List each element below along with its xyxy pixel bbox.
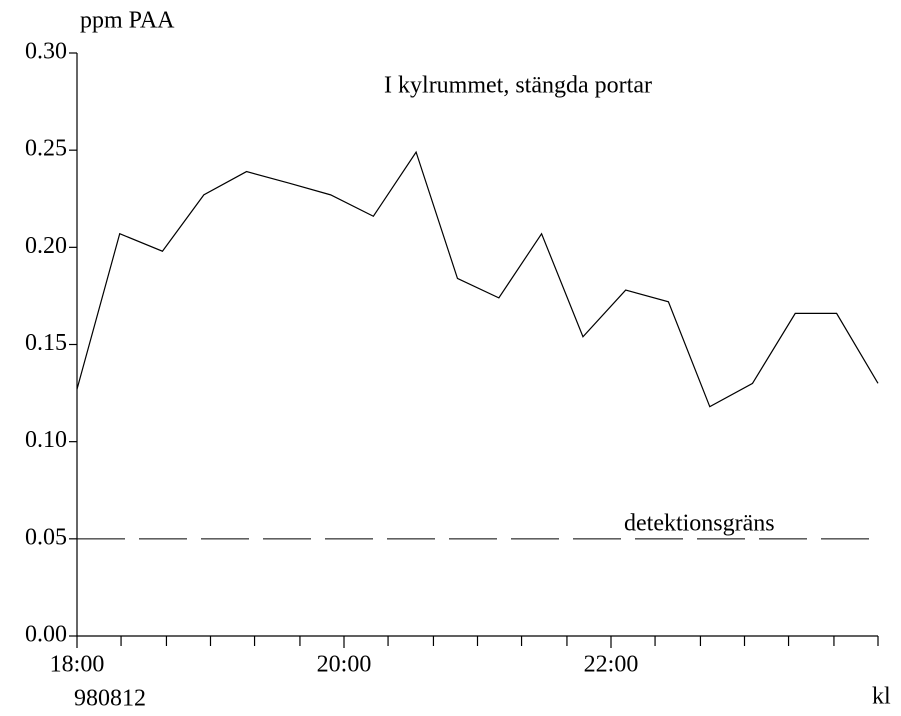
y-tick-label: 0.00 (25, 622, 67, 648)
data-line (76, 150, 879, 408)
y-tick-label: 0.15 (25, 330, 67, 356)
chart-title: I kylrummet, stängda portar (384, 73, 652, 99)
y-tick-label: 0.20 (25, 233, 67, 259)
x-tick-label: 22:00 (584, 652, 639, 678)
y-tick-label: 0.10 (25, 427, 67, 453)
y-tick-label: 0.25 (25, 136, 67, 162)
threshold-label: detektionsgräns (624, 510, 775, 536)
date-label: 980812 (74, 686, 146, 712)
x-axis-label: kl (872, 684, 891, 710)
y-tick-label: 0.30 (25, 39, 67, 65)
x-tick-label: 20:00 (317, 652, 372, 678)
y-tick-label: 0.05 (25, 524, 67, 550)
y-axis-label: ppm PAA (80, 8, 175, 34)
x-tick-label: 18:00 (50, 652, 105, 678)
